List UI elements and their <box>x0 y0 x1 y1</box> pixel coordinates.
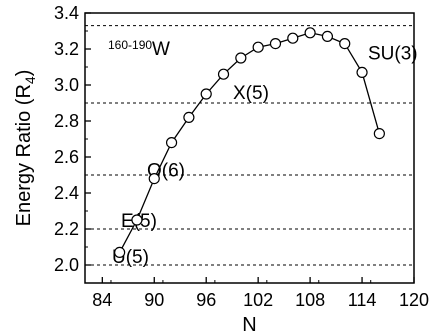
y-tick-label: 2.4 <box>54 183 79 203</box>
data-point <box>183 111 195 124</box>
x-tick-label: 114 <box>348 290 377 310</box>
data-point <box>304 27 316 39</box>
isotope-superscript: 160-190 <box>108 38 152 52</box>
series-layer <box>114 27 385 258</box>
data-point <box>339 37 351 50</box>
data-point <box>131 214 143 226</box>
data-point <box>373 128 385 140</box>
data-point <box>356 66 368 79</box>
data-point <box>165 137 178 149</box>
x-tick-label: 120 <box>399 290 429 310</box>
x-tick-label: 90 <box>144 290 164 310</box>
x-tick-label: 108 <box>295 290 325 310</box>
data-point <box>217 68 230 80</box>
isotope-annotation: 160-190W <box>108 38 170 60</box>
y-axis-label-close: ) <box>13 70 35 77</box>
x-tick-label: 84 <box>92 290 112 310</box>
y-axis-label: Energy Ratio (R4) <box>13 70 38 227</box>
y-tick-label: 2.0 <box>54 255 79 275</box>
reference-label: X(5) <box>233 83 269 104</box>
data-point <box>114 246 126 258</box>
y-tick-label: 3.2 <box>54 39 79 59</box>
data-point <box>200 88 212 100</box>
x-axis-ticks: 84 90 96 102 108 114 120 <box>92 277 429 310</box>
x-axis-label: N <box>242 314 256 333</box>
data-point <box>321 30 334 43</box>
data-point <box>148 173 160 185</box>
y-tick-label: 2.8 <box>54 111 79 131</box>
isotope-element: W <box>152 39 170 60</box>
data-point <box>287 32 299 44</box>
reference-label: SU(3) <box>368 44 418 65</box>
plot-frame <box>84 12 415 284</box>
x-tick-label: 102 <box>243 290 273 310</box>
y-axis-ticks: 2.0 2.2 2.4 2.6 2.8 3.0 3.2 3.4 <box>54 3 91 275</box>
y-axis-label-main: Energy Ratio (R <box>13 84 35 226</box>
y-tick-label: 3.0 <box>54 75 79 95</box>
reference-labels: U(5)E(5)O(6)X(5)SU(3) <box>112 44 418 268</box>
y-tick-label: 2.2 <box>54 219 79 239</box>
y-tick-label: 3.4 <box>54 3 79 23</box>
x-tick-label: 96 <box>196 290 216 310</box>
y-axis-label-subscript: 4 <box>22 76 38 84</box>
data-point <box>269 37 282 50</box>
y-tick-label: 2.6 <box>54 147 79 167</box>
series-line <box>119 32 380 253</box>
reference-lines <box>85 25 414 266</box>
data-point <box>252 41 264 53</box>
data-point <box>235 52 247 64</box>
